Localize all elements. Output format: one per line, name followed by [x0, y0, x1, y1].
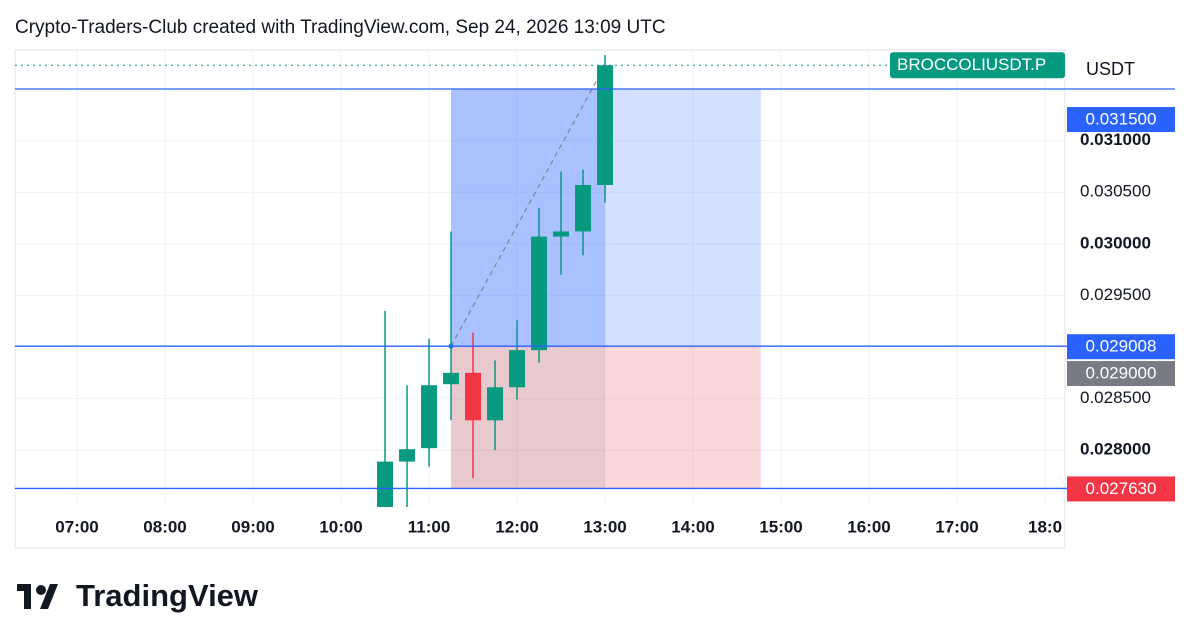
x-tick-label: 18:0: [1028, 517, 1062, 536]
y-tick-label: 0.029500: [1080, 285, 1151, 304]
tv-logo: [17, 584, 58, 609]
price-label: 0.029008: [1086, 337, 1157, 356]
price-label: 0.027630: [1086, 479, 1157, 498]
price-label-box: [1067, 107, 1175, 133]
candle-body: [553, 231, 570, 237]
x-tick-label: 08:00: [143, 517, 186, 536]
x-tick-label: 13:00: [583, 517, 626, 536]
currency-box: [1068, 52, 1176, 86]
candle-body: [421, 385, 438, 449]
candle-body: [487, 387, 504, 421]
candle-body: [575, 184, 592, 232]
candle-body: [509, 350, 526, 388]
symbol: BROCCOLIUSDT.P: [897, 55, 1046, 74]
x-tick-label: 12:00: [495, 517, 538, 536]
x-tick-label: 09:00: [231, 517, 274, 536]
candle-body: [597, 65, 614, 185]
price-label-box: [1067, 361, 1175, 387]
x-tick-label: 11:00: [408, 517, 451, 536]
candle-body: [377, 461, 394, 507]
candle-body: [443, 372, 460, 385]
plot: [15, 50, 1065, 507]
x-tick-label: 17:00: [935, 517, 978, 536]
x-tick-label: 15:00: [759, 517, 802, 536]
price-label-box: [1067, 334, 1175, 360]
y-tick-label: 0.030500: [1080, 182, 1151, 201]
x-tick-label: 10:00: [319, 517, 362, 536]
candle-body: [399, 449, 416, 462]
symbol-box: [890, 52, 1065, 79]
x-tick-label: 16:00: [847, 517, 890, 536]
header: Crypto-Traders-Club created with Trading…: [15, 17, 666, 38]
brand: TradingView: [76, 578, 259, 613]
price-label-box: [1067, 476, 1175, 502]
y-tick-label: 0.031000: [1080, 130, 1151, 149]
price-label: 0.031500: [1086, 109, 1157, 128]
candle-body: [465, 372, 482, 421]
y-tick-label: 0.028000: [1080, 440, 1151, 459]
frame: [14, 49, 1066, 549]
y-tick-label: 0.029000: [1086, 364, 1157, 383]
candle-body: [531, 236, 548, 351]
y-tick-label: 0.028500: [1080, 388, 1151, 407]
x-tick-label: 14:00: [671, 517, 714, 536]
y-tick-label: 0.030000: [1080, 233, 1151, 252]
currency: USDT: [1086, 59, 1135, 79]
x-tick-label: 07:00: [55, 517, 98, 536]
